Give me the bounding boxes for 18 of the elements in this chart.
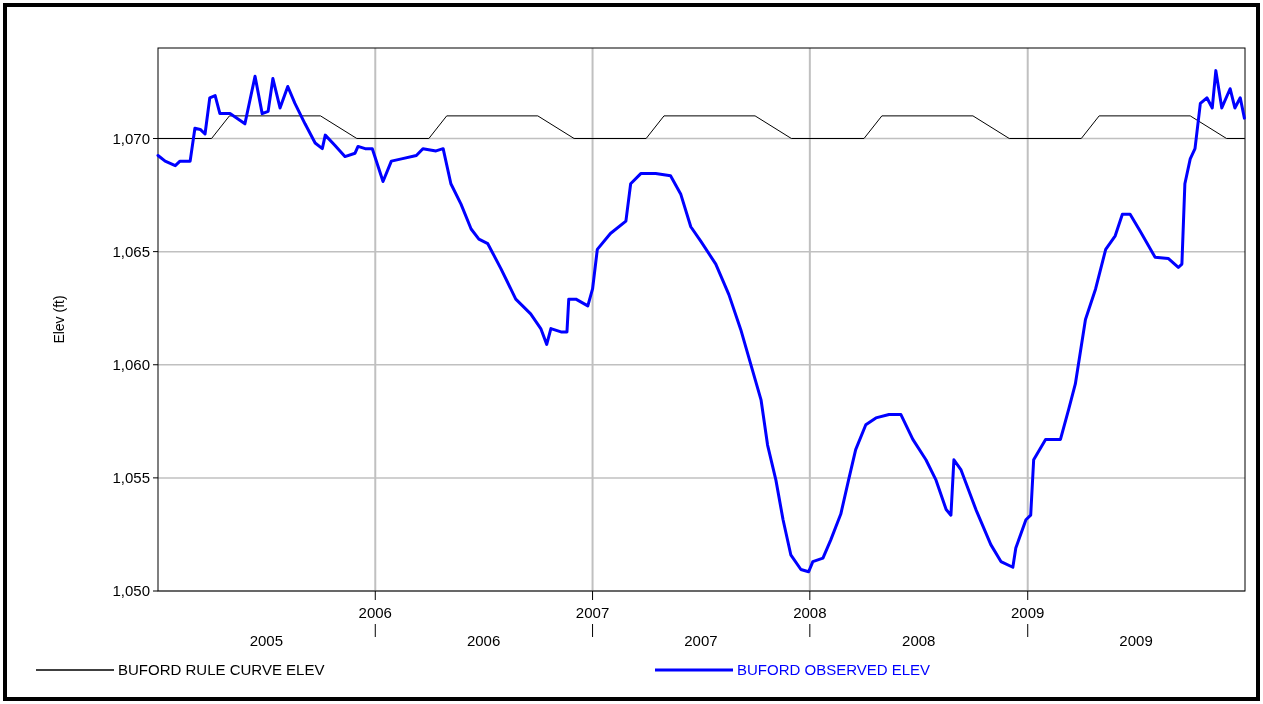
- x2-tick-label: 2008: [902, 632, 936, 649]
- x-tick-label: 2009: [1011, 604, 1045, 621]
- text: BUFORD OBSERVED ELEV: [737, 661, 931, 679]
- y-tick-label: 1,060: [112, 356, 150, 373]
- x-tick-label: 2006: [358, 604, 392, 621]
- x-tick-label: 2007: [575, 604, 610, 621]
- text: BUFORD RULE CURVE ELEV: [118, 661, 325, 679]
- y-axis-title: Elev (ft): [51, 295, 67, 344]
- x2-tick-label: 2009: [1119, 632, 1153, 649]
- x-tick-label: 2008: [793, 604, 827, 621]
- line-series: [156, 69, 1246, 574]
- y-tick-label: 1,065: [112, 242, 150, 260]
- x2-tick-label: 2006: [466, 632, 501, 649]
- x2-tick-label: 2007: [684, 632, 718, 649]
- x2-tick-label: 2005: [249, 632, 284, 649]
- y-tick-label: 1,055: [112, 469, 150, 487]
- y-tick-label: 1,070: [112, 129, 150, 147]
- y-tick-label: 1,050: [112, 582, 150, 600]
